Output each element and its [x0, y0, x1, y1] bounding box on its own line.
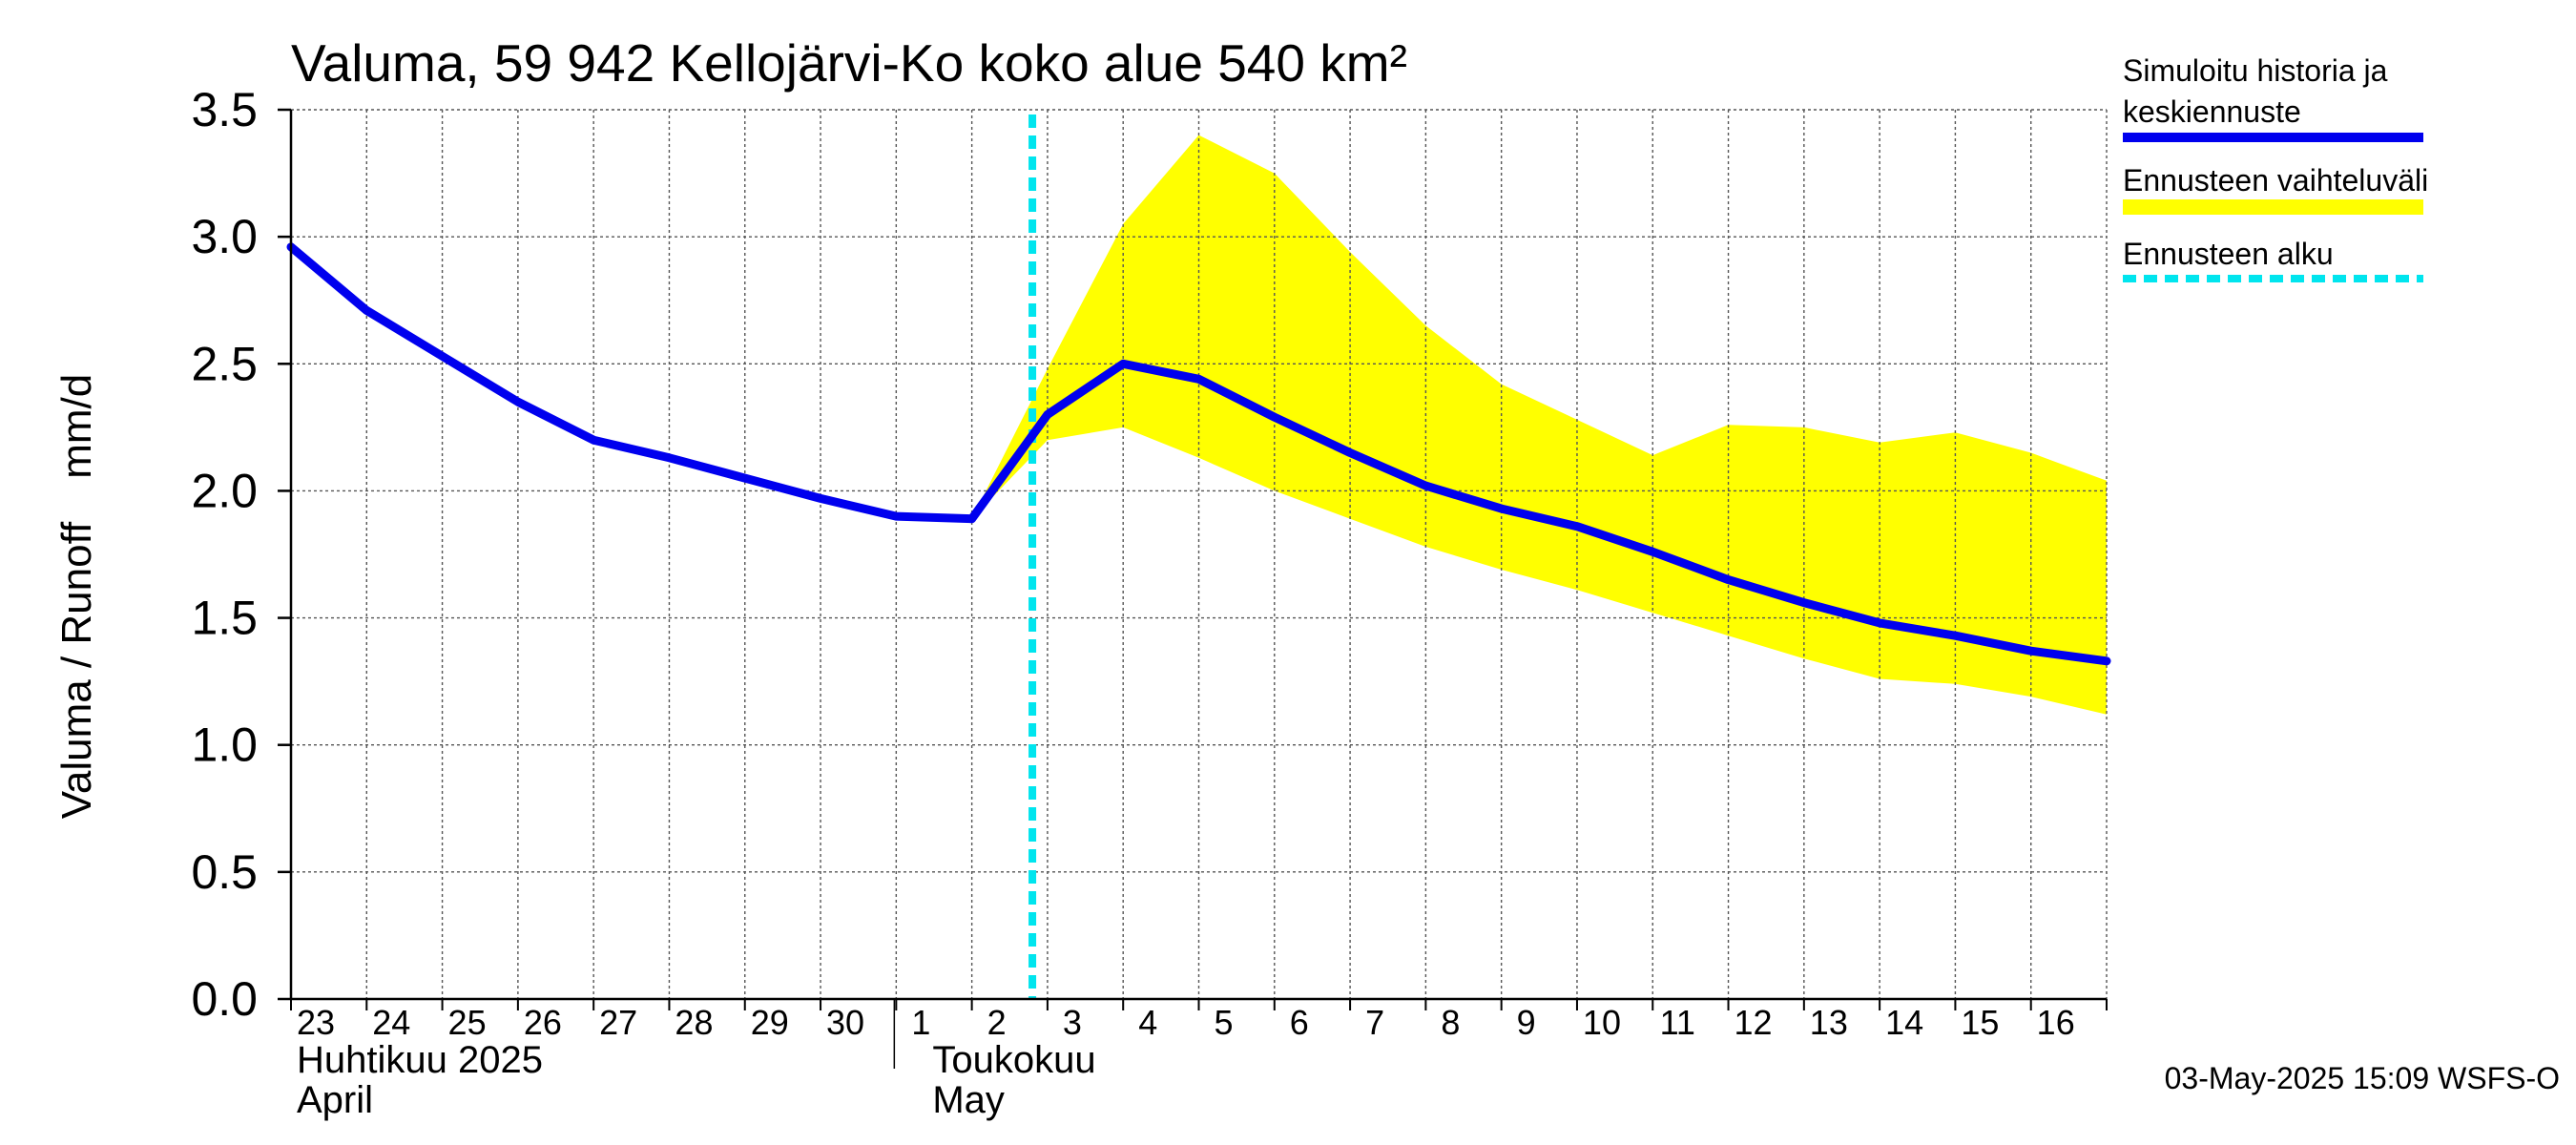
y-axis-label: Valuma / Runoff mm/d	[53, 374, 100, 819]
x-tick-label: 28	[675, 1003, 713, 1042]
x-tick-label: 13	[1810, 1003, 1848, 1042]
y-tick-label: 0.5	[191, 845, 258, 899]
x-tick-label: 10	[1583, 1003, 1621, 1042]
x-tick-label: 8	[1441, 1003, 1460, 1042]
x-tick-label: 14	[1885, 1003, 1923, 1042]
y-tick-label: 0.0	[191, 972, 258, 1026]
chart-title: Valuma, 59 942 Kellojärvi-Ko koko alue 5…	[291, 33, 1407, 93]
series-layer	[286, 114, 2111, 999]
legend-forecast-start-label: Ennusteen alku	[2123, 237, 2334, 271]
legend-band-swatch	[2123, 199, 2423, 215]
y-axis-label-text: Valuma / Runoff	[53, 521, 100, 819]
timestamp-footer: 03-May-2025 15:09 WSFS-O	[2165, 1061, 2560, 1095]
y-tick-label: 2.0	[191, 464, 258, 517]
axes: 0.00.51.01.52.02.53.03.523 24 25 26 27 28 29 30…	[191, 83, 2108, 1121]
legend-series-label-line2: keskiennuste	[2123, 94, 2301, 129]
x-tick-label: 3	[1063, 1003, 1082, 1042]
x-tick-label: 29	[751, 1003, 789, 1042]
x-tick-label: 12	[1735, 1003, 1773, 1042]
forecast-range-band-layer	[971, 135, 2107, 715]
x-tick-label: 24	[372, 1003, 410, 1042]
y-tick-label: 1.5	[191, 592, 258, 645]
x-tick-label: 5	[1214, 1003, 1233, 1042]
x-tick-label: 9	[1517, 1003, 1536, 1042]
month-label-en: May	[932, 1079, 1005, 1121]
legend-series-label-line1: Simuloitu historia ja	[2123, 53, 2388, 88]
y-tick-label: 3.5	[191, 83, 258, 136]
x-tick-label: 1	[911, 1003, 930, 1042]
series-line-mean	[286, 242, 2111, 666]
x-tick-label: 15	[1961, 1003, 1999, 1042]
legend-band-label: Ennusteen vaihteluväli	[2123, 163, 2428, 198]
x-tick-label: 7	[1365, 1003, 1384, 1042]
grid	[291, 109, 2108, 999]
x-tick-label: 4	[1138, 1003, 1157, 1042]
x-tick-label: 16	[2037, 1003, 2075, 1042]
legend: Simuloitu historia ja keskiennuste Ennus…	[2123, 53, 2428, 282]
x-tick-label: 27	[599, 1003, 637, 1042]
y-tick-label: 3.0	[191, 210, 258, 263]
y-axis-label-unit: mm/d	[53, 374, 100, 479]
x-tick-label: 11	[1660, 1003, 1695, 1042]
x-tick-label: 25	[448, 1003, 487, 1042]
month-label-en: April	[297, 1079, 373, 1121]
y-tick-label: 1.0	[191, 718, 258, 772]
x-tick-label: 30	[826, 1003, 864, 1042]
x-tick-label: 2	[987, 1003, 1007, 1042]
x-tick-label: 23	[297, 1003, 335, 1042]
x-tick-label: 6	[1290, 1003, 1309, 1042]
month-label-fi: Toukokuu	[932, 1039, 1095, 1081]
x-tick-label: 26	[524, 1003, 562, 1042]
y-tick-label: 2.5	[191, 337, 258, 390]
month-label-fi: Huhtikuu 2025	[297, 1039, 543, 1081]
forecast-range-band	[971, 135, 2107, 715]
